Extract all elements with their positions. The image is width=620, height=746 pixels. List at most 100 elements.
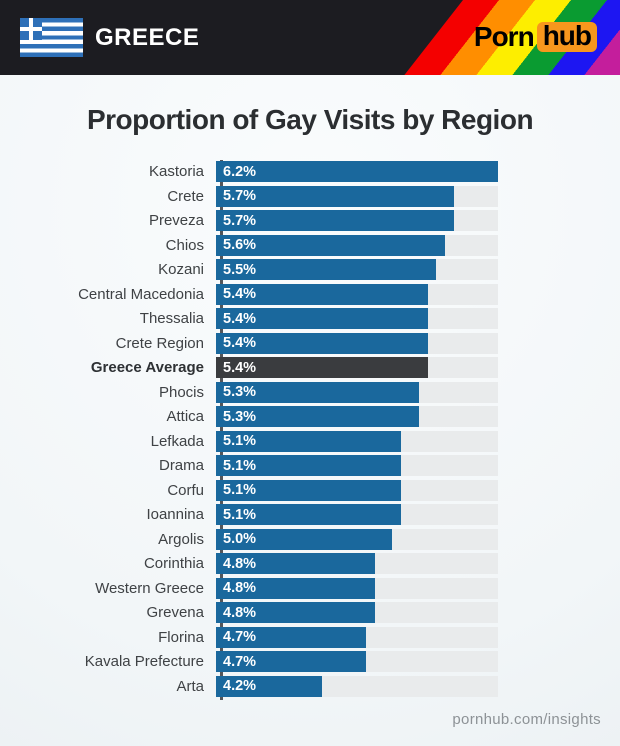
bar-value-label: 5.4% <box>223 286 257 302</box>
bar-track: 5.1% <box>216 504 498 525</box>
bar-value-label: 4.8% <box>223 580 257 596</box>
chart-row: Attica 5.3% <box>0 406 620 427</box>
bar: 5.1% <box>216 504 402 525</box>
bar-track: 5.4% <box>216 283 498 305</box>
logo-hub-badge: hub <box>536 22 597 52</box>
bar-track: 4.7% <box>216 626 498 648</box>
bar-track: 5.7% <box>216 210 498 231</box>
row-label: Crete <box>167 187 204 205</box>
bar-value-label: 5.7% <box>223 212 257 229</box>
bar-value-label: 4.8% <box>223 555 257 572</box>
chart-row: Crete 5.7% <box>0 185 620 207</box>
bar-value-label: 5.6% <box>223 237 257 253</box>
bar: 5.1% <box>216 455 402 476</box>
bar-value-label: 5.1% <box>223 482 257 498</box>
row-label: Kozani <box>158 261 204 278</box>
row-label: Western Greece <box>95 579 204 597</box>
row-label: Thessalia <box>139 310 204 327</box>
bar-value-label: 5.3% <box>223 384 257 400</box>
bar: 5.1% <box>216 430 402 452</box>
row-label: Florina <box>158 628 204 646</box>
bar: 4.8% <box>216 553 375 574</box>
bar: 5.4% <box>216 332 428 354</box>
logo-text-porn: Porn <box>473 21 535 52</box>
chart-row: Kastoria 6.2% <box>0 161 620 182</box>
bar-track: 5.7% <box>216 185 498 207</box>
bar: 5.7% <box>216 185 454 207</box>
bar-chart: Kastoria 6.2% Crete 5.7% Preveza 5.7% Ch… <box>0 160 620 700</box>
chart-row: Kavala Prefecture 4.7% <box>0 651 620 672</box>
chart-row: Lefkada 5.1% <box>0 430 620 452</box>
row-label: Kavala Prefecture <box>84 653 204 670</box>
row-label: Lefkada <box>150 432 204 450</box>
chart-row: Western Greece 4.8% <box>0 577 620 599</box>
bar: 4.8% <box>216 602 375 623</box>
chart-row: Corinthia 4.8% <box>0 553 620 574</box>
row-label: Kastoria <box>148 163 204 180</box>
bar: 5.4% <box>216 357 428 378</box>
bar: 6.2% <box>216 161 498 182</box>
bar-value-label: 5.5% <box>223 261 257 278</box>
axis-line <box>220 160 223 700</box>
pornhub-logo: Porn hub <box>474 21 597 53</box>
bar-value-label: 5.1% <box>223 506 257 523</box>
bar-value-label: 4.8% <box>223 604 257 621</box>
bar-track: 5.4% <box>216 357 498 378</box>
bar-value-label: 5.7% <box>223 188 257 204</box>
bar-value-label: 5.1% <box>223 457 257 474</box>
chart-row: Preveza 5.7% <box>0 210 620 231</box>
bar-value-label: 5.4% <box>223 359 257 376</box>
page-title: Proportion of Gay Visits by Region <box>86 104 534 135</box>
bar: 4.8% <box>216 577 375 599</box>
bar-track: 5.1% <box>216 479 498 501</box>
bar: 4.2% <box>216 675 322 697</box>
row-label: Chios <box>165 236 204 254</box>
bar-value-label: 5.1% <box>223 433 257 449</box>
bar-track: 5.1% <box>216 430 498 452</box>
chart-row: Florina 4.7% <box>0 626 620 648</box>
bar-value-label: 5.0% <box>223 531 257 547</box>
chart-row: Ioannina 5.1% <box>0 504 620 525</box>
row-label: Preveza <box>148 212 204 229</box>
bar-track: 4.8% <box>216 553 498 574</box>
chart-row: Thessalia 5.4% <box>0 308 620 329</box>
row-label: Grevena <box>146 604 204 621</box>
row-label: Corinthia <box>143 555 204 572</box>
bar: 5.4% <box>216 283 428 305</box>
bar-track: 5.4% <box>216 308 498 329</box>
row-label: Arta <box>176 677 204 695</box>
country-label: GREECE <box>95 23 200 51</box>
source-link: pornhub.com/insights <box>452 710 601 728</box>
bar-value-label: 4.7% <box>223 629 257 645</box>
bar-track: 4.2% <box>216 675 498 697</box>
bar-track: 4.8% <box>216 602 498 623</box>
bar-value-label: 5.3% <box>223 408 257 425</box>
chart-rows: Kastoria 6.2% Crete 5.7% Preveza 5.7% Ch… <box>0 161 620 697</box>
bar-track: 4.7% <box>216 651 498 672</box>
chart-area: Proportion of Gay Visits by Region Kasto… <box>0 103 620 728</box>
bar-track: 5.5% <box>216 259 498 280</box>
row-label: Corfu <box>167 481 204 499</box>
bar-value-label: 5.4% <box>223 335 257 351</box>
flag-cross-horizontal <box>20 26 42 32</box>
bar-track: 6.2% <box>216 161 498 182</box>
bar: 5.5% <box>216 259 437 280</box>
bar-value-label: 4.7% <box>223 653 257 670</box>
chart-row: Crete Region 5.4% <box>0 332 620 354</box>
bar-track: 5.1% <box>216 455 498 476</box>
chart-row: Greece Average 5.4% <box>0 357 620 378</box>
row-label: Crete Region <box>115 334 204 352</box>
bar: 5.4% <box>216 308 428 329</box>
bar-track: 4.8% <box>216 577 498 599</box>
bar: 5.1% <box>216 479 402 501</box>
bar-track: 5.4% <box>216 332 498 354</box>
row-label: Ioannina <box>146 506 204 523</box>
bar-track: 5.6% <box>216 234 498 256</box>
bar: 4.7% <box>216 651 366 672</box>
bar-track: 5.3% <box>216 406 498 427</box>
bar: 4.7% <box>216 626 366 648</box>
greece-flag <box>20 18 83 57</box>
chart-row: Corfu 5.1% <box>0 479 620 501</box>
row-label: Attica <box>166 408 204 425</box>
